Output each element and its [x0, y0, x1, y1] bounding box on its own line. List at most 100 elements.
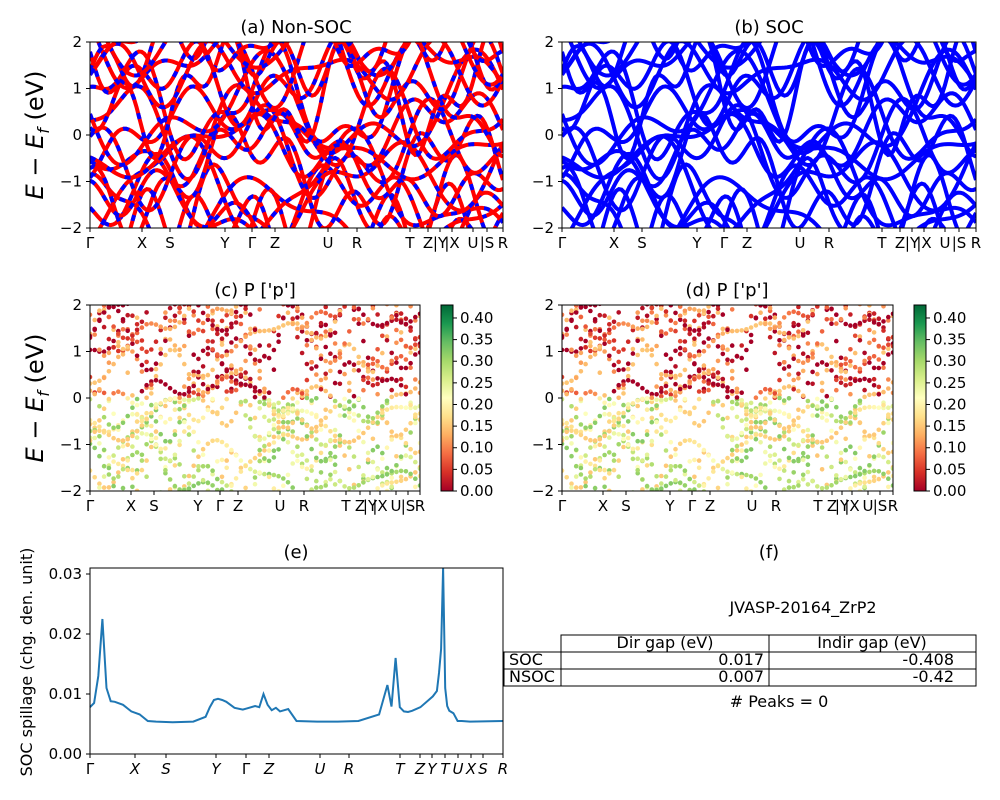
projection-point: [177, 462, 182, 467]
projection-point: [380, 483, 385, 488]
projection-point: [328, 409, 333, 414]
projection-point: [583, 361, 588, 367]
projection-point: [196, 305, 201, 308]
projection-point: [257, 452, 263, 457]
kpoint-label: Y: [427, 760, 438, 778]
projection-point: [158, 456, 163, 462]
projection-point: [777, 409, 782, 414]
projection-point: [314, 455, 319, 461]
projection-point: [394, 317, 399, 323]
projection-point: [272, 515, 277, 520]
projection-point: [318, 442, 324, 447]
projection-point: [314, 414, 319, 420]
projection-point: [97, 418, 102, 423]
projection-point: [692, 487, 697, 491]
kpoint-label: R: [971, 234, 981, 252]
projection-point: [872, 520, 877, 525]
projection-point: [592, 346, 598, 352]
projection-point: [97, 434, 102, 439]
projection-point: [791, 492, 796, 497]
projection-point: [744, 402, 749, 407]
projection-point: [309, 411, 314, 416]
projection-point: [332, 462, 338, 468]
projection-point: [711, 458, 716, 463]
band-line: [562, 152, 960, 228]
projection-point: [384, 320, 390, 326]
projection-point: [829, 354, 834, 360]
projection-point: [791, 377, 796, 383]
projection-point: [384, 445, 390, 451]
projection-point: [857, 445, 863, 451]
panel-e-frame: [89, 567, 504, 755]
projection-point: [337, 381, 343, 387]
band-line: [562, 111, 976, 228]
projection-point: [801, 541, 806, 546]
projection-point: [323, 358, 329, 364]
projection-point: [796, 538, 801, 543]
projection-point: [721, 507, 726, 512]
projection-point: [219, 439, 225, 445]
projection-point: [824, 485, 830, 490]
projection-point: [871, 320, 877, 325]
projection-point: [92, 475, 97, 480]
projection-point: [172, 432, 178, 438]
projection-point: [219, 328, 225, 333]
projection-point: [229, 340, 234, 345]
projection-point: [871, 376, 877, 382]
projection-point: [144, 416, 149, 422]
projection-point: [262, 443, 267, 449]
projection-point: [408, 360, 413, 366]
projection-point: [734, 401, 740, 407]
projection-point: [777, 324, 782, 329]
projection-point: [739, 523, 744, 528]
projection-point: [224, 423, 229, 428]
projection-point: [838, 362, 844, 368]
projection-point: [125, 458, 130, 463]
projection-point: [304, 320, 310, 326]
projection-point: [347, 300, 352, 305]
projection-point: [163, 438, 168, 444]
projection-point: [413, 318, 418, 323]
projection-point: [616, 442, 621, 447]
projection-point: [753, 305, 759, 307]
projection-point: [720, 376, 726, 382]
projection-point: [649, 395, 655, 401]
projection-point: [219, 361, 225, 367]
projection-point: [734, 414, 740, 420]
projection-point: [361, 473, 366, 478]
projection-point: [252, 469, 258, 475]
projection-point: [820, 300, 825, 305]
projection-point: [394, 355, 399, 361]
projection-point: [229, 308, 234, 313]
projection-point: [186, 425, 192, 430]
projection-point: [417, 343, 420, 349]
projection-point: [744, 408, 749, 414]
projection-point: [848, 486, 853, 491]
projection-point: [886, 352, 891, 357]
projection-point: [196, 516, 201, 521]
projection-point: [408, 471, 413, 477]
projection-point: [725, 547, 730, 552]
projection-point: [635, 438, 640, 444]
projection-point: [810, 312, 815, 317]
projection-point: [243, 541, 248, 546]
projection-point: [763, 386, 768, 392]
projection-point: [380, 450, 385, 456]
projection-point: [125, 442, 130, 448]
projection-point: [398, 474, 404, 480]
projection-point: [191, 483, 196, 489]
projection-point: [758, 492, 763, 497]
projection-point: [890, 449, 893, 455]
projection-point: [394, 479, 399, 485]
projection-point: [848, 381, 853, 387]
projection-point: [158, 298, 163, 303]
projection-point: [800, 360, 806, 366]
projection-point: [687, 410, 692, 415]
ylabel-row1: E − Ef (eV): [21, 71, 53, 200]
panel-e-ylabel: SOC spillage (chg. den. unit): [17, 548, 36, 777]
projection-point: [290, 305, 295, 309]
projection-point: [271, 347, 277, 353]
projection-point: [562, 421, 565, 427]
projection-point: [285, 480, 291, 485]
band-line: [577, 42, 976, 87]
